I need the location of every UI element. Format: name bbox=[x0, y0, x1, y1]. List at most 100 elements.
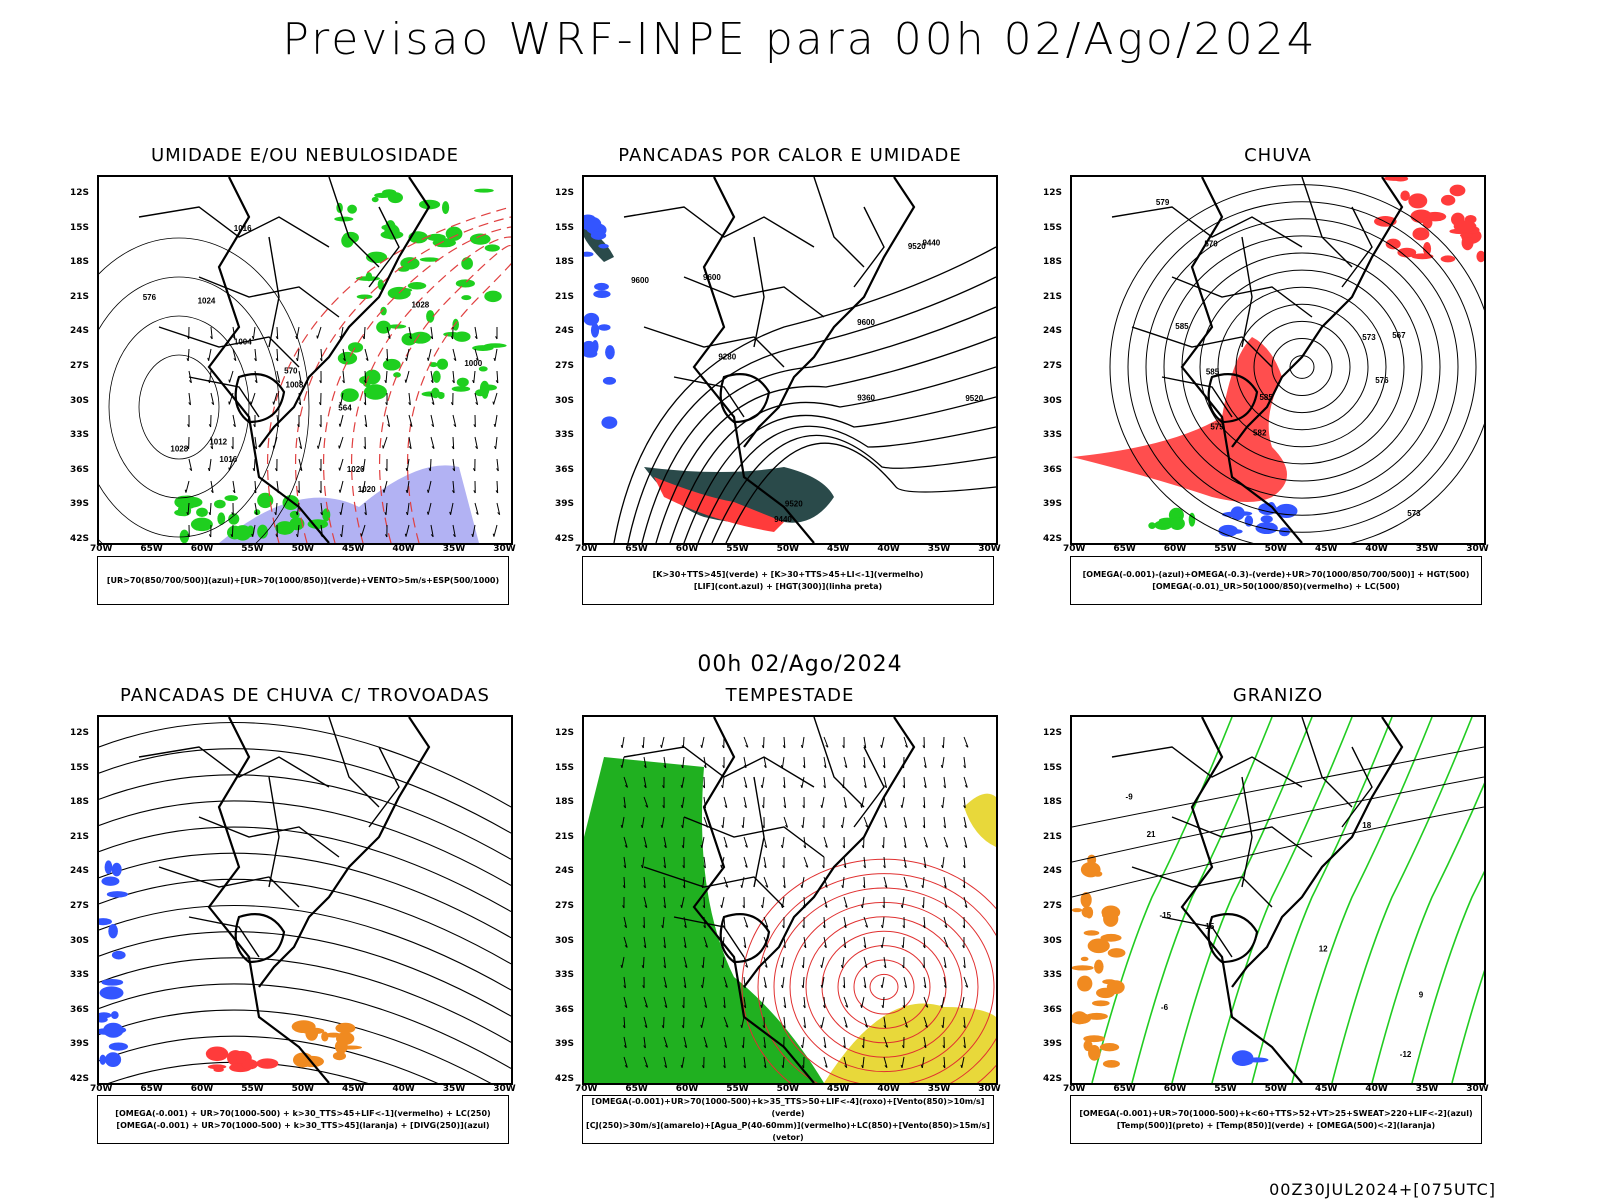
wind-vector-head bbox=[475, 402, 478, 406]
wind-vector-head bbox=[339, 401, 342, 405]
wind-vector bbox=[763, 956, 768, 968]
wind-vector bbox=[254, 348, 257, 361]
state-border bbox=[138, 746, 330, 788]
wind-vector-head bbox=[945, 844, 949, 848]
wind-vector bbox=[781, 836, 785, 848]
longitude-label: 30W bbox=[1466, 1084, 1489, 1094]
divergence-area-blue bbox=[103, 1022, 124, 1038]
wind-vector-head bbox=[881, 845, 885, 849]
contour-label: 570 bbox=[284, 366, 298, 375]
divergence-area-blue bbox=[99, 1016, 108, 1023]
contour-label: 1024 bbox=[198, 297, 216, 306]
wind-vector-head bbox=[943, 785, 946, 789]
wind-vector-head bbox=[184, 489, 187, 493]
wind-vector-head bbox=[622, 1025, 626, 1029]
wind-vector bbox=[340, 392, 344, 405]
wind-vector bbox=[408, 414, 413, 427]
wind-vector-head bbox=[664, 1005, 668, 1008]
wind-vector bbox=[643, 756, 647, 768]
wind-vector bbox=[783, 816, 789, 828]
coastline-east bbox=[258, 177, 431, 448]
wind-vector bbox=[623, 1016, 626, 1029]
latitude-label: 39S bbox=[1043, 1039, 1063, 1050]
longitude-label: 70W bbox=[575, 544, 598, 554]
wind-vector bbox=[408, 436, 412, 449]
state-border bbox=[1161, 916, 1233, 958]
wind-vector bbox=[843, 936, 847, 948]
wind-vector-head bbox=[783, 1005, 787, 1009]
wind-vector bbox=[882, 996, 885, 1009]
wind-vector bbox=[883, 776, 888, 788]
wind-vector-head bbox=[964, 905, 968, 908]
wind-vector-head bbox=[764, 965, 768, 968]
wind-vector-head bbox=[382, 445, 384, 449]
wind-vector-head bbox=[623, 1045, 627, 1049]
contour-label: 573 bbox=[1362, 333, 1376, 342]
wind-vector bbox=[863, 936, 867, 948]
humidity-area-green bbox=[419, 257, 440, 262]
latitude-label: 36S bbox=[555, 1004, 575, 1015]
wind-vector bbox=[881, 936, 885, 948]
wind-vector-head bbox=[701, 1065, 705, 1069]
state-border bbox=[1301, 717, 1353, 808]
wind-vector bbox=[743, 916, 749, 928]
humidity-area-green bbox=[409, 331, 431, 344]
wind-vector-head bbox=[903, 845, 907, 849]
thunderstorm-area-orange bbox=[335, 1022, 356, 1034]
contour-label: 9600 bbox=[703, 273, 721, 282]
omega500-area-orange bbox=[1080, 956, 1089, 962]
longitude-label: 35W bbox=[442, 544, 466, 554]
pressure-isobar bbox=[108, 315, 250, 499]
humidity-area-green bbox=[340, 388, 359, 402]
panel-legend: [UR>70(850/700/500)](azul)+[UR>70(1000/8… bbox=[97, 556, 509, 605]
lif-contour-blue bbox=[598, 243, 609, 249]
wind-vector bbox=[743, 796, 747, 808]
rain-area-green bbox=[1188, 512, 1196, 527]
wind-vector bbox=[821, 1016, 825, 1028]
wind-vector-head bbox=[962, 925, 965, 929]
wind-vector-head bbox=[800, 884, 803, 888]
wind-vector-head bbox=[472, 379, 475, 384]
wind-vector bbox=[496, 370, 499, 384]
wind-vector bbox=[228, 458, 234, 471]
state-border bbox=[643, 866, 785, 908]
wind-vector bbox=[427, 480, 432, 493]
panel-legend: [OMEGA(-0.001) + UR>70(1000-500) + k>30_… bbox=[97, 1095, 509, 1144]
omega500-area-orange bbox=[1072, 1011, 1088, 1025]
wind-vector-head bbox=[342, 358, 346, 362]
wind-vector-head bbox=[295, 335, 298, 339]
wind-vector-head bbox=[823, 1045, 827, 1049]
humidity-area-green bbox=[461, 295, 472, 301]
wind-vector bbox=[254, 502, 258, 515]
divergence-area-blue bbox=[108, 924, 118, 939]
latitude-label: 42S bbox=[1043, 1074, 1063, 1084]
wind-vector bbox=[210, 480, 214, 493]
wind-vector-head bbox=[863, 985, 867, 989]
temp850-contour bbox=[1211, 717, 1353, 1083]
wind-vector-head bbox=[884, 825, 888, 828]
wind-vector-head bbox=[780, 964, 783, 968]
wind-vector-head bbox=[342, 380, 345, 384]
wind-vector bbox=[963, 736, 969, 748]
wind-vector bbox=[296, 326, 300, 339]
wind-vector-head bbox=[644, 905, 648, 908]
longitude-label: 30W bbox=[493, 1084, 516, 1094]
wind-vector bbox=[902, 936, 905, 949]
wind-vector-head bbox=[863, 865, 866, 869]
wind-vector-head bbox=[863, 745, 867, 749]
wind-vector-head bbox=[620, 824, 623, 828]
humidity-area-green bbox=[371, 196, 379, 203]
latitude-label: 33S bbox=[70, 430, 90, 441]
wind-vector-head bbox=[338, 423, 341, 427]
wind-vector-head bbox=[922, 965, 925, 969]
wind-vector-head bbox=[620, 964, 623, 968]
wind-vector-head bbox=[822, 1005, 826, 1009]
streamline bbox=[99, 1009, 492, 1083]
wind-vector bbox=[317, 436, 322, 449]
longitude-label: 40W bbox=[877, 1084, 900, 1094]
latitude-label: 30S bbox=[70, 395, 90, 406]
hgt500-contour bbox=[1271, 338, 1333, 396]
map-panel bbox=[582, 715, 998, 1085]
state-border bbox=[268, 236, 280, 348]
